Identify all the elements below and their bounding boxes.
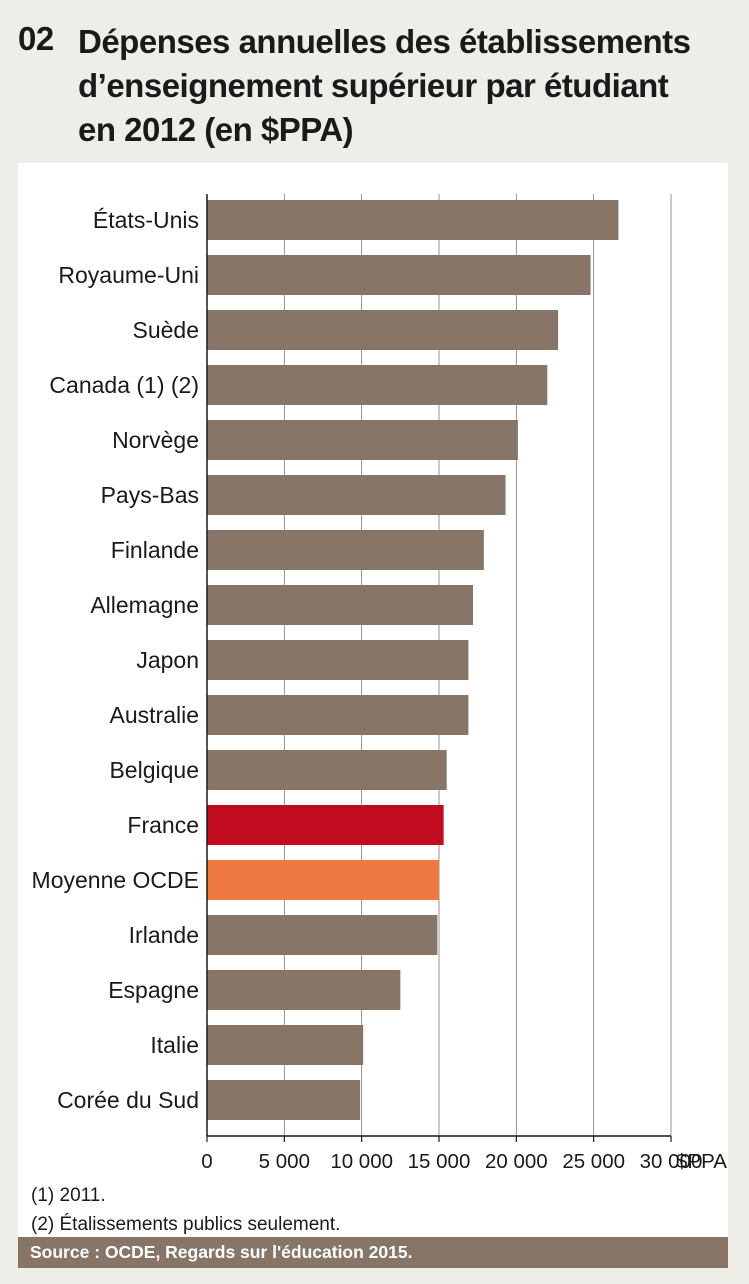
bar [207,860,439,900]
chart-panel: États-Unis Royaume-Uni Suède Canada (1) (2)… [18,163,728,1237]
bar [207,475,506,515]
x-tick-label: 25 000 [562,1150,625,1173]
bar [207,310,559,350]
category-label: Italie [150,1032,199,1058]
footnotes: (1) 2011. (2) Étalissements publics seul… [31,1181,340,1239]
footnote: (1) 2011. [31,1185,106,1206]
category-label: États-Unis [93,207,199,233]
footnote: (2) Étalissements publics seulement. [31,1214,341,1235]
bar [207,200,619,240]
x-tick-label: 20 000 [485,1150,548,1173]
bar [207,970,401,1010]
source-bar: Source : OCDE, Regards sur l'éducation 2… [18,1237,728,1268]
bar [207,420,518,460]
x-tick-label: 10 000 [330,1150,393,1173]
category-label: Norvège [112,427,199,453]
bar [207,530,484,570]
category-label: Canada (1) (2) [49,372,199,398]
category-label: Suède [132,317,199,343]
category-label: Belgique [109,757,199,783]
bar [207,805,444,845]
x-tick-label: 0 [201,1150,212,1173]
bar [207,255,591,295]
title-line: d’enseignement supérieur par étudiant [78,67,669,104]
category-label: Finlande [111,537,199,563]
bar [207,915,438,955]
x-unit-label: $PPA [676,1150,727,1173]
bar [207,695,469,735]
x-tick-label: 30 000 [640,1150,703,1173]
category-label: Moyenne OCDE [32,867,199,893]
category-label: Pays-Bas [101,482,199,508]
category-label: Espagne [108,977,199,1003]
figure-number: 02 [18,20,54,57]
bar-chart: États-Unis Royaume-Uni Suède Canada (1) (2)… [32,194,727,1173]
title-line: en 2012 (en $PPA) [78,111,354,148]
bar [207,640,469,680]
category-label: Corée du Sud [57,1087,199,1113]
bar [207,585,474,625]
category-label: France [127,812,199,838]
category-label: Royaume-Uni [58,262,199,288]
category-label: Australie [110,702,199,728]
figure-title: Dépenses annuelles des établissements d’… [78,20,718,152]
bar [207,1080,361,1120]
x-tick-label: 15 000 [408,1150,471,1173]
title-line: Dépenses annuelles des établissements [78,23,691,60]
category-label: Irlande [129,922,199,948]
category-label: Allemagne [90,592,199,618]
bar [207,1025,364,1065]
x-tick-label: 5 000 [259,1150,310,1173]
category-label: Japon [136,647,199,673]
bar [207,750,447,790]
bar [207,365,548,405]
